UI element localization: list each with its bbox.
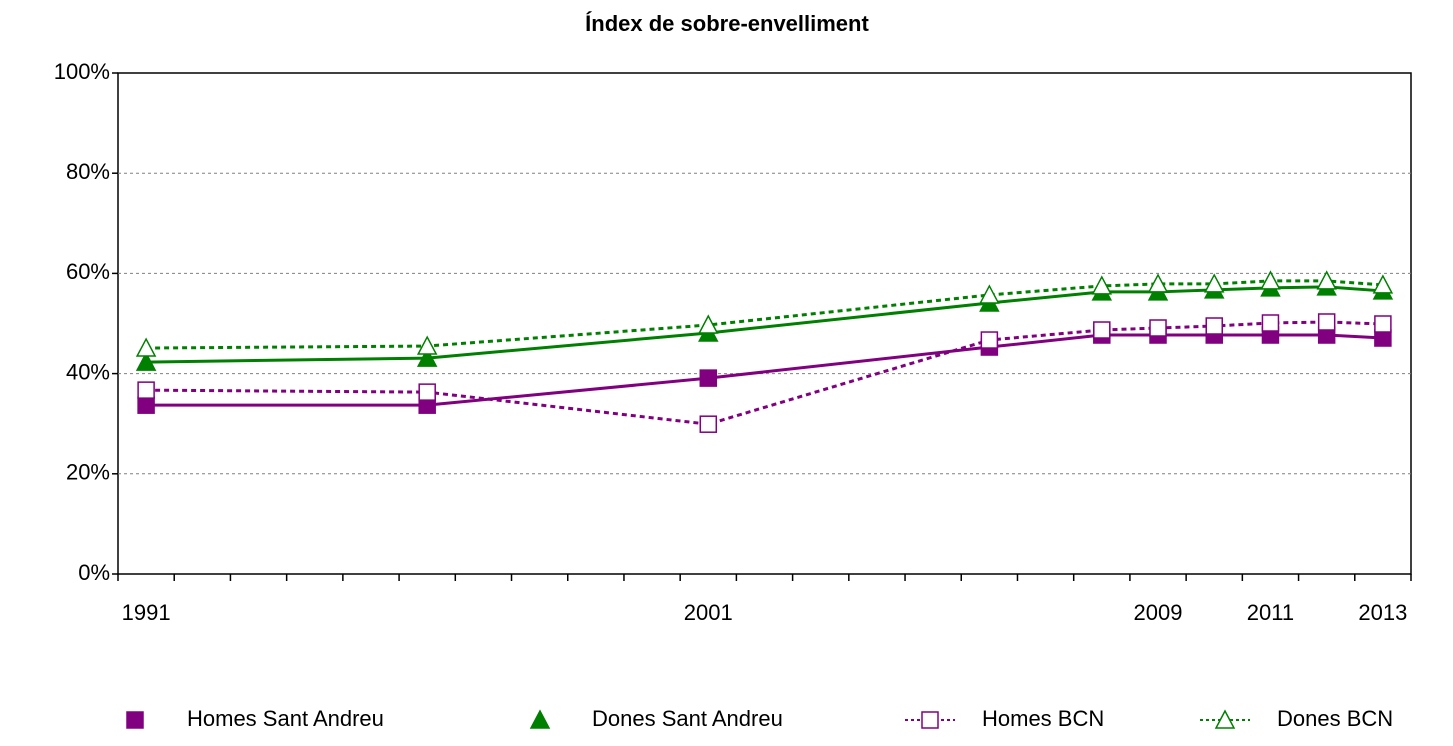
legend-label: Dones BCN [1277, 706, 1393, 731]
data-point [1374, 315, 1392, 333]
data-point [1149, 319, 1167, 337]
data-point [137, 381, 155, 399]
legend-marker [921, 711, 939, 729]
legend-label: Homes BCN [982, 706, 1104, 731]
y-tick-label: 100% [54, 59, 110, 84]
data-point [1093, 321, 1111, 339]
data-point [416, 347, 438, 367]
x-tick-label: 2001 [684, 600, 733, 625]
data-point [1203, 273, 1225, 293]
data-point [1261, 314, 1280, 332]
chart-title: Índex de sobre-envelliment [585, 11, 869, 36]
y-tick-label: 40% [66, 359, 110, 384]
data-point [135, 337, 157, 357]
legend-marker [126, 711, 144, 729]
x-tick-label: 2013 [1358, 600, 1407, 625]
series-line [146, 285, 1383, 364]
legend-label: Homes Sant Andreu [187, 706, 384, 731]
x-tick-label: 2011 [1247, 600, 1294, 625]
data-point [698, 314, 719, 334]
y-tick-label: 80% [66, 159, 110, 184]
data-point [137, 396, 155, 414]
data-point [1260, 270, 1281, 290]
data-point [1147, 273, 1169, 293]
data-point [1091, 275, 1113, 295]
x-tick-label: 1991 [122, 600, 171, 625]
data-point [1205, 317, 1223, 335]
data-point [980, 331, 999, 349]
y-tick-label: 60% [66, 259, 110, 284]
y-tick-label: 20% [66, 460, 110, 485]
legend-marker [529, 709, 551, 729]
y-tick-label: 0% [78, 560, 110, 585]
data-point [1317, 313, 1336, 331]
data-point [979, 284, 1000, 304]
data-point [699, 369, 718, 387]
data-point [416, 335, 438, 355]
legend-label: Dones Sant Andreu [592, 706, 783, 731]
data-point [1316, 270, 1337, 290]
plot-area [117, 72, 1412, 575]
legend-marker [1214, 709, 1236, 729]
data-point [1372, 274, 1394, 294]
x-tick-label: 2009 [1134, 600, 1183, 625]
series-line [146, 333, 1383, 407]
data-point [699, 415, 718, 433]
data-point [418, 383, 436, 401]
series-line [146, 279, 1383, 350]
data-point [135, 351, 157, 371]
